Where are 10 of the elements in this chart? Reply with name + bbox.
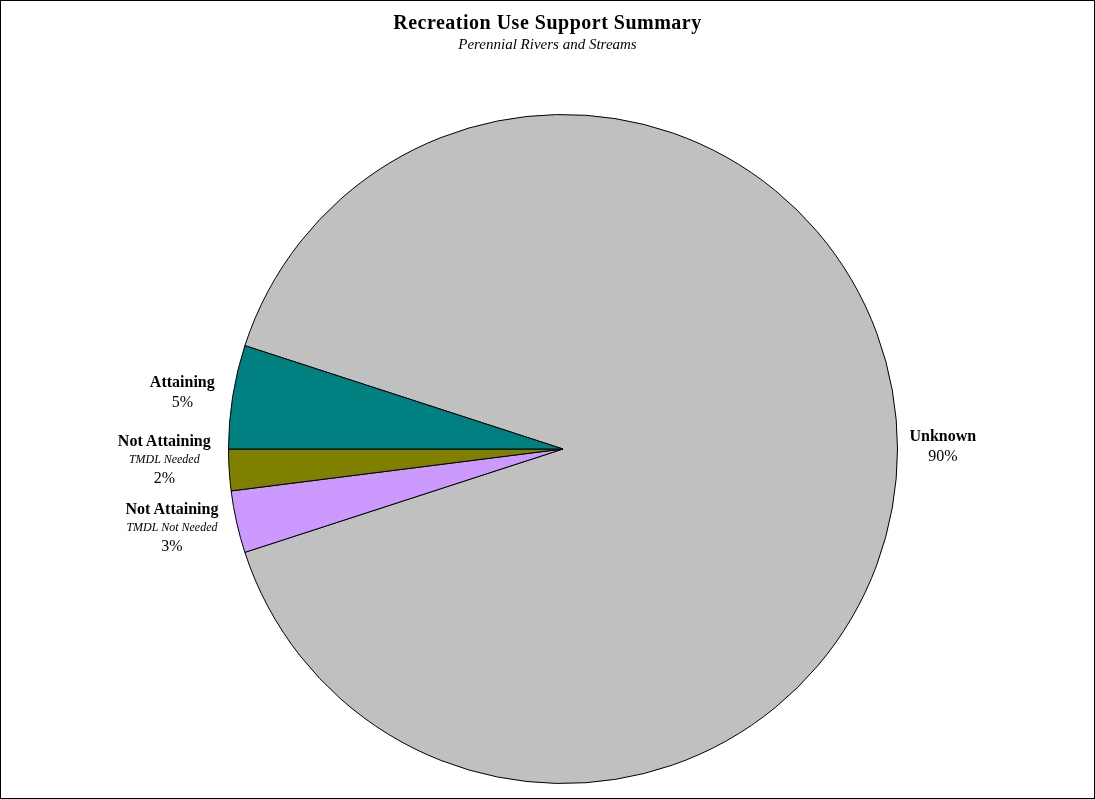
slice-label: Attaining: [149, 372, 215, 391]
chart-subtitle: Perennial Rivers and Streams: [457, 36, 638, 53]
data-label: 3%: [161, 536, 183, 554]
slice-label: Not Attaining TMDL Not Needed: [125, 499, 219, 534]
slice-label: Not Attaining TMDL Needed: [117, 431, 211, 466]
data-label: 2%: [153, 468, 175, 486]
data-label: 90%: [928, 447, 958, 465]
data-label: 5%: [171, 393, 193, 410]
slice-label: Unknown: [909, 427, 977, 445]
chart-title: Recreation Use Support Summary: [392, 11, 703, 34]
